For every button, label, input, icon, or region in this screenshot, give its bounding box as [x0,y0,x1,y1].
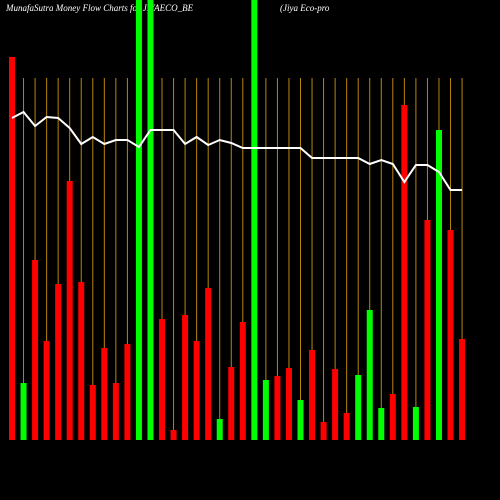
bar [182,315,189,440]
bar [297,400,304,440]
bar [401,105,408,440]
bar [55,284,62,440]
bar [66,181,73,440]
bar [170,430,177,440]
bar [366,310,373,440]
bar [447,230,454,440]
line [11,110,463,191]
bar [9,57,15,440]
bar [147,0,154,440]
bar [355,375,362,440]
bar [78,282,85,440]
bar [262,380,269,440]
bar [124,344,131,440]
bar [320,422,327,440]
bar [424,220,431,440]
bar [43,341,50,440]
bar [193,341,200,440]
bar [251,0,258,440]
bar [332,369,339,440]
bar [274,376,281,440]
bar [459,339,466,440]
bar [89,385,96,440]
bar [101,348,108,440]
bar [159,319,166,440]
bar [389,394,396,440]
bar [135,0,142,440]
bar [20,383,27,440]
bar [285,368,292,440]
bar [343,413,350,440]
bar [32,260,39,440]
bar [205,288,212,440]
bar [309,350,316,440]
chart-subtitle: (Jiya Eco-pro [280,3,330,13]
bar [228,367,235,440]
bar [412,407,419,440]
bar [216,419,223,440]
bar [239,322,246,440]
chart-title: MunafaSutra Money Flow Charts for JIYAEC… [5,3,194,13]
bar [435,130,442,440]
bar [112,383,119,440]
bar [378,408,385,440]
